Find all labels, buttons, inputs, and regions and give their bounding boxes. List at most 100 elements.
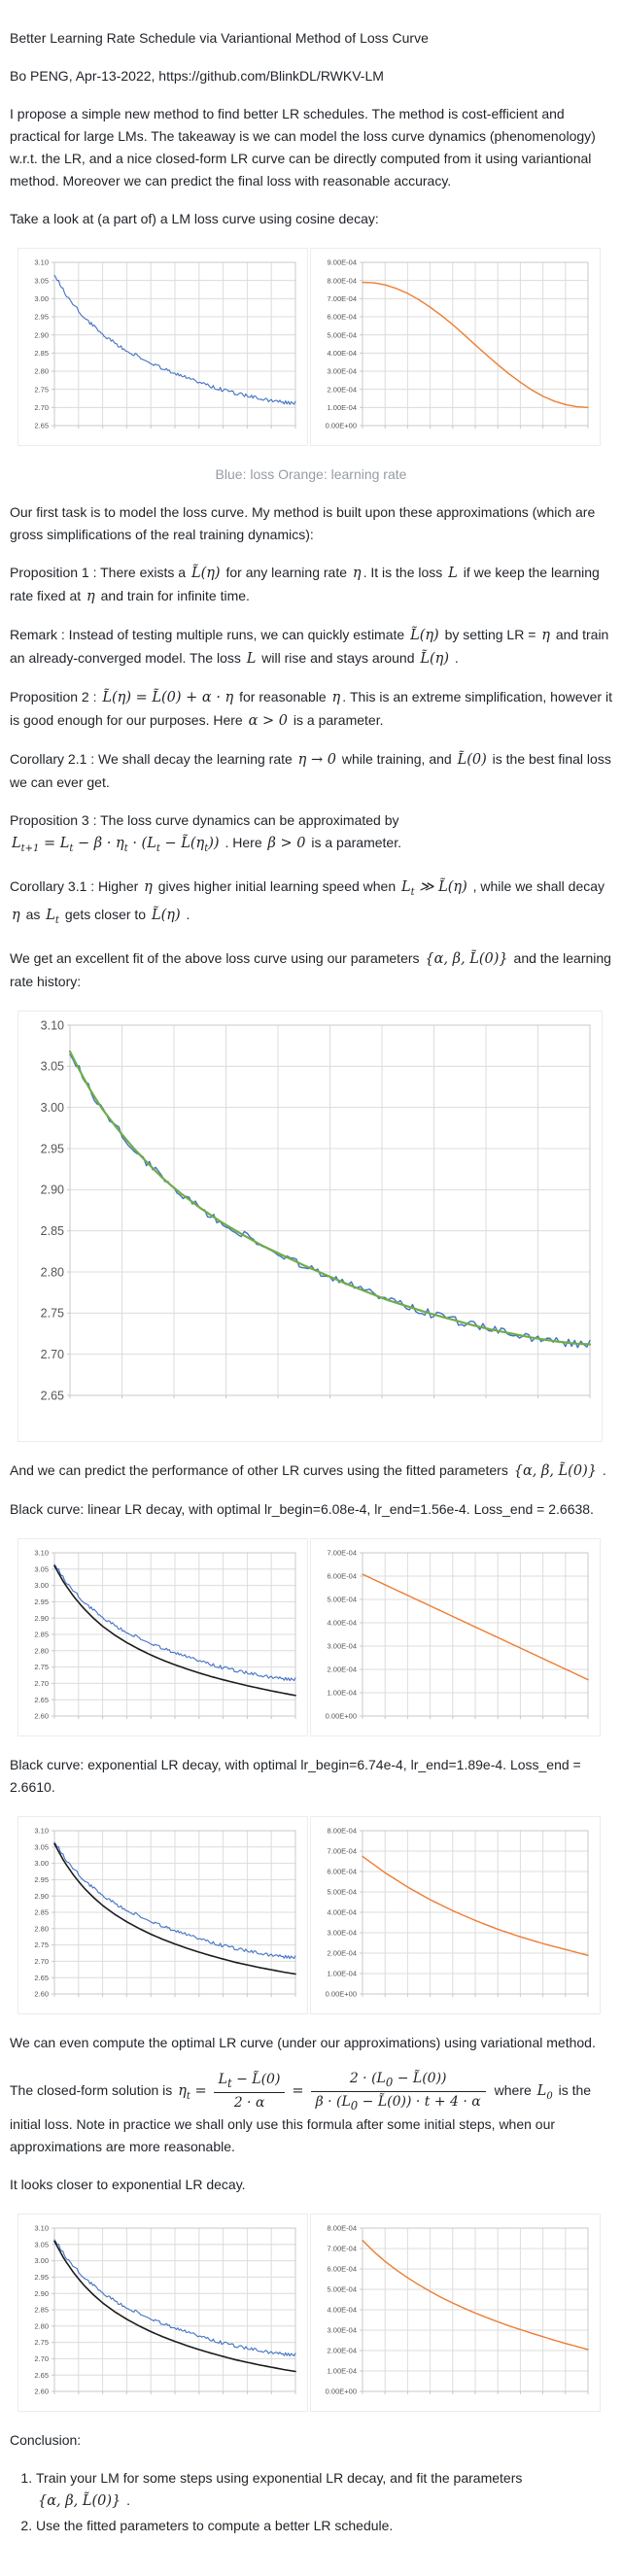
svg-text:2.90: 2.90 [34, 2288, 49, 2297]
lr-cosine-chart: 9.00E-04 8.00E-04 7.00E-04 6.00E-04 5.00E-04… [326, 258, 589, 430]
figure-cosine-run: 3.10 3.05 3.00 2.95 2.90 2.85 2.80 2.75 2.70 2.65… [17, 248, 612, 446]
page-title: Better Learning Rate Schedule via Varian… [10, 30, 429, 46]
figure-exp-decay: 3.10 3.05 3.00 2.95 2.90 2.85 2.80 2.75 2.70 2.65… [17, 1815, 612, 2014]
svg-text:2.95: 2.95 [34, 1875, 49, 1884]
conclusion-list: Train your LM for some steps using expon… [10, 2467, 612, 2537]
svg-text:3.00: 3.00 [34, 1581, 49, 1590]
inline-math: {α, β, L̃(0)} [513, 1462, 597, 1479]
svg-text:2.85: 2.85 [34, 1907, 49, 1916]
svg-text:3.00: 3.00 [41, 1101, 64, 1115]
svg-text:8.00E-04: 8.00E-04 [328, 276, 357, 285]
chart-lr-exp: 8.00E-04 7.00E-04 6.00E-04 5.00E-04 4.00E-04… [310, 1815, 601, 2014]
svg-text:3.00: 3.00 [34, 294, 49, 303]
svg-text:3.05: 3.05 [34, 1842, 49, 1851]
svg-text:3.10: 3.10 [34, 258, 49, 267]
svg-text:2.65: 2.65 [34, 2370, 49, 2379]
svg-text:2.90: 2.90 [34, 1891, 49, 1900]
svg-text:2.80: 2.80 [34, 367, 49, 376]
paragraph-black-exp: Black curve: exponential LR decay, with … [10, 1756, 581, 1795]
svg-text:3.10: 3.10 [34, 1548, 49, 1557]
lr-linear-chart: 7.00E-04 6.00E-04 5.00E-04 4.00E-04 3.00E-04… [326, 1548, 589, 1720]
paragraph-first-task: Our first task is to model the loss curv… [10, 504, 596, 542]
inline-math: L̃(η) [420, 651, 450, 667]
inline-math: L̃(η) = L̃(0) + α · η [102, 690, 234, 705]
svg-text:2.90: 2.90 [34, 330, 49, 339]
svg-text:3.05: 3.05 [34, 1564, 49, 1573]
inline-math: = [292, 2082, 304, 2099]
svg-text:2.60: 2.60 [34, 1989, 49, 1998]
svg-text:2.75: 2.75 [34, 1663, 49, 1671]
svg-text:2.90: 2.90 [34, 1613, 49, 1622]
lr-exp-chart: 8.00E-04 7.00E-04 6.00E-04 5.00E-04 4.00E-04… [326, 1826, 589, 1998]
chart-lr-linear: 7.00E-04 6.00E-04 5.00E-04 4.00E-04 3.00E-04… [310, 1537, 601, 1736]
svg-text:5.00E-04: 5.00E-04 [328, 330, 357, 339]
svg-text:7.00E-04: 7.00E-04 [328, 1548, 357, 1557]
paragraph-predict: And we can predict the performance of ot… [10, 1461, 606, 1479]
svg-text:0.00E+00: 0.00E+00 [326, 2387, 357, 2395]
svg-text:2.95: 2.95 [34, 2273, 49, 2282]
svg-text:8.00E-04: 8.00E-04 [328, 2223, 357, 2232]
svg-text:2.70: 2.70 [34, 1957, 49, 1966]
inline-math: Lt [46, 907, 59, 926]
paragraph-proposition-2: Proposition 2 : L̃(η) = L̃(0) + α · η fo… [10, 689, 612, 729]
svg-text:1.00E-04: 1.00E-04 [328, 1969, 357, 1977]
inline-math: Lt+1 = Lt − β · ηt · (Lt − L̃(ηt)) [12, 836, 220, 854]
svg-text:2.85: 2.85 [41, 1224, 64, 1238]
svg-text:2.75: 2.75 [34, 2338, 49, 2347]
svg-text:2.80: 2.80 [34, 1646, 49, 1655]
paragraph-conclusion: Conclusion: [10, 2431, 82, 2448]
inline-math: L [448, 566, 458, 581]
paragraph-fit-params: We get an excellent fit of the above los… [10, 949, 611, 989]
loss-linear-chart: 3.10 3.05 3.00 2.95 2.90 2.85 2.80 2.75 2.70 2.65… [34, 1548, 296, 1720]
svg-text:2.70: 2.70 [34, 403, 49, 412]
svg-text:0.00E+00: 0.00E+00 [326, 1989, 357, 1998]
inline-math: Lt ≫ L̃(η) [401, 878, 467, 898]
inline-math: η [331, 690, 341, 705]
svg-text:2.80: 2.80 [34, 1924, 49, 1933]
paragraph-variational: We can even compute the optimal LR curve… [10, 2034, 596, 2050]
svg-text:2.00E-04: 2.00E-04 [328, 385, 357, 394]
svg-text:1.00E-04: 1.00E-04 [328, 1688, 357, 1697]
svg-text:2.85: 2.85 [34, 2305, 49, 2314]
svg-text:2.60: 2.60 [34, 1711, 49, 1720]
svg-text:2.75: 2.75 [41, 1306, 64, 1320]
svg-text:2.95: 2.95 [41, 1142, 64, 1155]
loss-fit-chart: 3.10 3.05 3.00 2.95 2.90 2.85 2.80 2.75 2.70 2.65 [41, 1018, 592, 1402]
math-fraction: Lt − L̃(0) 2 · α [213, 2071, 286, 2112]
inline-math: {α, β, L̃(0)} [38, 2492, 121, 2509]
inline-math: L0 [536, 2082, 553, 2102]
svg-text:4.00E-04: 4.00E-04 [328, 349, 357, 358]
lr-var-chart: 8.00E-04 7.00E-04 6.00E-04 5.00E-04 4.00E-04… [326, 2223, 589, 2395]
svg-text:5.00E-04: 5.00E-04 [328, 1887, 357, 1896]
paragraph-remark: Remark : Instead of testing multiple run… [10, 627, 609, 667]
paragraph-corollary-3-1: Corollary 3.1 : Higher η gives higher in… [10, 877, 605, 926]
paragraph-black-linear: Black curve: linear LR decay, with optim… [10, 1500, 594, 1517]
svg-text:2.95: 2.95 [34, 1597, 49, 1606]
inline-math: η [144, 878, 153, 895]
byline: Bo PENG, Apr-13-2022, https://github.com… [10, 68, 384, 84]
svg-text:6.00E-04: 6.00E-04 [328, 313, 357, 322]
conclusion-item-2: Use the fitted parameters to compute a b… [36, 2515, 612, 2537]
svg-text:7.00E-04: 7.00E-04 [328, 294, 357, 303]
svg-text:3.10: 3.10 [34, 2223, 49, 2232]
svg-text:6.00E-04: 6.00E-04 [328, 1867, 357, 1875]
chart-lr-var: 8.00E-04 7.00E-04 6.00E-04 5.00E-04 4.00E-04… [310, 2213, 601, 2412]
inline-math: ηt = [178, 2082, 207, 2102]
svg-text:3.05: 3.05 [34, 2240, 49, 2249]
paragraph-closer-exp: It looks closer to exponential LR decay. [10, 2176, 246, 2192]
svg-text:2.75: 2.75 [34, 385, 49, 394]
svg-text:0.00E+00: 0.00E+00 [326, 1711, 357, 1720]
figure-caption: Blue: loss Orange: learning rate [215, 466, 407, 482]
svg-text:2.60: 2.60 [34, 2387, 49, 2395]
paragraph-proposition-3: Proposition 3 : The loss curve dynamics … [10, 812, 401, 854]
inline-math: L̃(0) [457, 752, 487, 768]
loss-exp-chart: 3.10 3.05 3.00 2.95 2.90 2.85 2.80 2.75 2.70 2.65… [34, 1826, 296, 1998]
svg-text:3.05: 3.05 [41, 1059, 64, 1073]
inline-math: η [86, 589, 95, 604]
svg-text:2.95: 2.95 [34, 313, 49, 322]
inline-math: β > 0 [267, 836, 306, 851]
svg-text:9.00E-04: 9.00E-04 [328, 258, 357, 267]
math-fraction: 2 · (L0 − L̃(0)) β · (L0 − L̃(0)) · t + 4… [310, 2070, 486, 2113]
svg-text:4.00E-04: 4.00E-04 [328, 1618, 357, 1627]
